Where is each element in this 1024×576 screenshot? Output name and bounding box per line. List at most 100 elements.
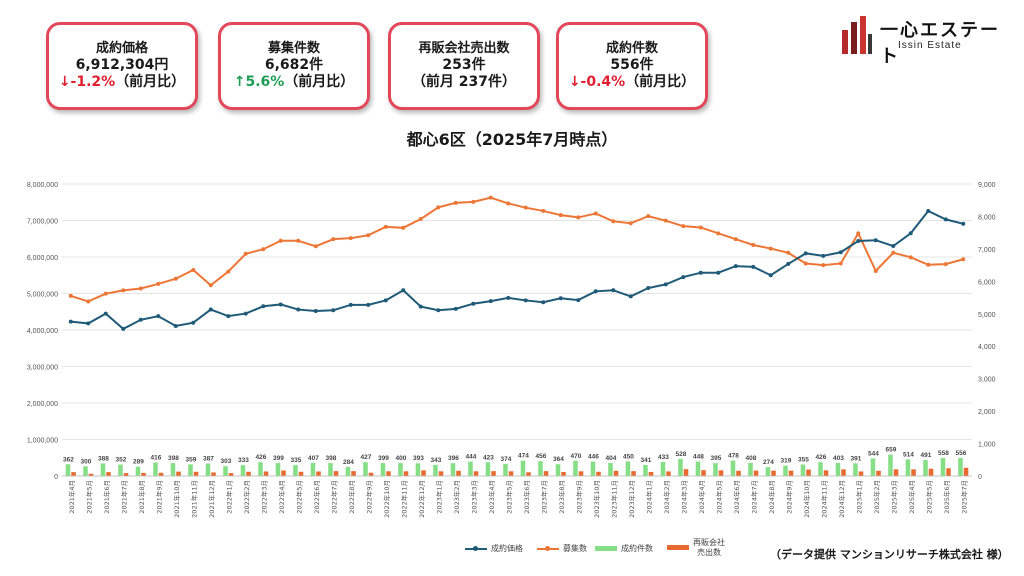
x-tick-label: 2023年7月: [539, 480, 548, 514]
x-tick-label: 2022年9月: [364, 480, 373, 514]
price-point: [383, 298, 388, 303]
kpi-change-suffix: （前月比）: [284, 73, 355, 90]
kpi-change: ↓-0.4%（前月比）: [569, 74, 695, 91]
listings-point: [943, 262, 948, 267]
x-tick-label: 2024年12月: [837, 480, 846, 518]
listings-point: [803, 261, 808, 266]
x-tick-label: 2021年9月: [154, 480, 163, 514]
resale-bar: [403, 471, 409, 476]
legend-line-swatch: [537, 545, 559, 551]
chart-canvas: 0 1,000,000 2,000,000 3,000,000 4,000,000 5,0…: [27, 182, 996, 518]
kpi-title: 再販会社売出数: [418, 41, 510, 57]
x-tick-label: 2022年8月: [347, 480, 356, 514]
listings-point: [593, 211, 598, 216]
kpi-change: ↑5.6%（前月比）: [234, 74, 355, 91]
contracts-bar: [293, 465, 298, 476]
legend-bar-swatch: [595, 546, 617, 552]
contracts-data-label: 398: [326, 455, 337, 462]
listings-point: [453, 200, 458, 205]
listings-point: [86, 299, 91, 304]
contracts-bar: [923, 460, 928, 476]
x-tick-label: 2025年2月: [872, 480, 881, 514]
x-tick-label: 2024年8月: [767, 480, 776, 514]
y-right-tick-label: 0: [978, 474, 982, 481]
contracts-data-label: 388: [98, 455, 109, 462]
listings-point: [558, 213, 563, 218]
contracts-bar: [730, 460, 736, 476]
up-arrow-icon: ↑: [233, 73, 246, 90]
contracts-bar: [503, 463, 508, 476]
x-tick-label: 2023年6月: [522, 480, 531, 514]
listings-point: [716, 231, 721, 236]
resale-bar: [438, 471, 444, 476]
contracts-data-label: 659: [886, 447, 897, 454]
kpi-value: 6,682件: [264, 57, 324, 73]
contracts-data-label: 491: [921, 452, 932, 459]
resale-bar: [71, 472, 76, 476]
listings-point: [226, 269, 231, 274]
resale-bar: [351, 471, 356, 476]
price-point: [103, 311, 108, 316]
price-point: [733, 264, 738, 269]
contracts-bar: [345, 466, 351, 476]
contracts-data-label: 362: [63, 456, 74, 463]
x-tick-label: 2021年6月: [102, 480, 111, 514]
contracts-data-label: 470: [571, 453, 582, 460]
y-right-tick-label: 4,000: [978, 344, 996, 351]
price-point: [138, 317, 143, 322]
x-tick-label: 2022年3月: [259, 480, 268, 514]
contracts-bar: [958, 457, 963, 476]
contracts-data-label: 403: [833, 455, 844, 462]
price-line: [70, 209, 964, 331]
contracts-data-label: 514: [903, 451, 914, 458]
contracts-bar: [660, 461, 666, 476]
x-tick-label: 2024年3月: [679, 480, 688, 514]
listings-line: [70, 196, 964, 303]
price-point: [278, 302, 283, 307]
listings-point: [611, 219, 616, 224]
contracts-bar: [188, 464, 193, 476]
y-left-tick-label: 2,000,000: [27, 401, 58, 408]
price-point: [821, 253, 826, 258]
listings-point: [383, 224, 388, 229]
listings-point: [173, 276, 178, 281]
price-point: [628, 294, 633, 299]
resale-bar: [543, 471, 549, 476]
price-point: [891, 244, 896, 249]
listings-point: [891, 250, 896, 255]
contracts-data-label: 387: [203, 455, 214, 462]
contracts-data-label: 400: [396, 455, 407, 462]
listings-point: [821, 263, 826, 268]
contracts-bar: [450, 463, 456, 476]
price-point: [226, 314, 231, 319]
legend-label-line: 売出数: [697, 547, 721, 557]
price-point: [663, 282, 668, 287]
price-point: [611, 288, 616, 293]
resale-bar: [88, 473, 94, 476]
contracts-data-label: 393: [413, 455, 424, 462]
price-point: [943, 217, 948, 222]
down-arrow-icon: ↓: [58, 73, 71, 90]
contracts-data-label: 333: [238, 457, 249, 464]
contracts-data-label: 423: [483, 454, 494, 461]
price-point: [191, 320, 196, 325]
contracts-data-label: 359: [186, 456, 197, 463]
company-logo: 一心エステート Issin Estate: [838, 16, 1018, 67]
x-tick-label: 2025年1月: [854, 480, 863, 514]
contracts-bar: [870, 458, 876, 476]
contracts-bar: [643, 464, 648, 476]
x-tick-label: 2023年10月: [592, 480, 601, 518]
kpi-card-resale: 再販会社売出数 253件 （前月 237件）: [388, 22, 540, 110]
listings-point: [856, 231, 861, 236]
price-point: [121, 326, 126, 331]
price-point: [576, 298, 581, 303]
legend-item: 成約件数: [595, 544, 653, 554]
legend-dot-icon: [473, 545, 478, 551]
price-point: [86, 321, 91, 326]
kpi-change-value: -0.4%: [580, 73, 626, 90]
price-point: [418, 304, 423, 309]
listings-point: [138, 286, 143, 291]
legend-label: 募集数: [563, 544, 587, 554]
contracts-bar: [818, 462, 823, 476]
contracts-data-label: 352: [116, 457, 127, 464]
